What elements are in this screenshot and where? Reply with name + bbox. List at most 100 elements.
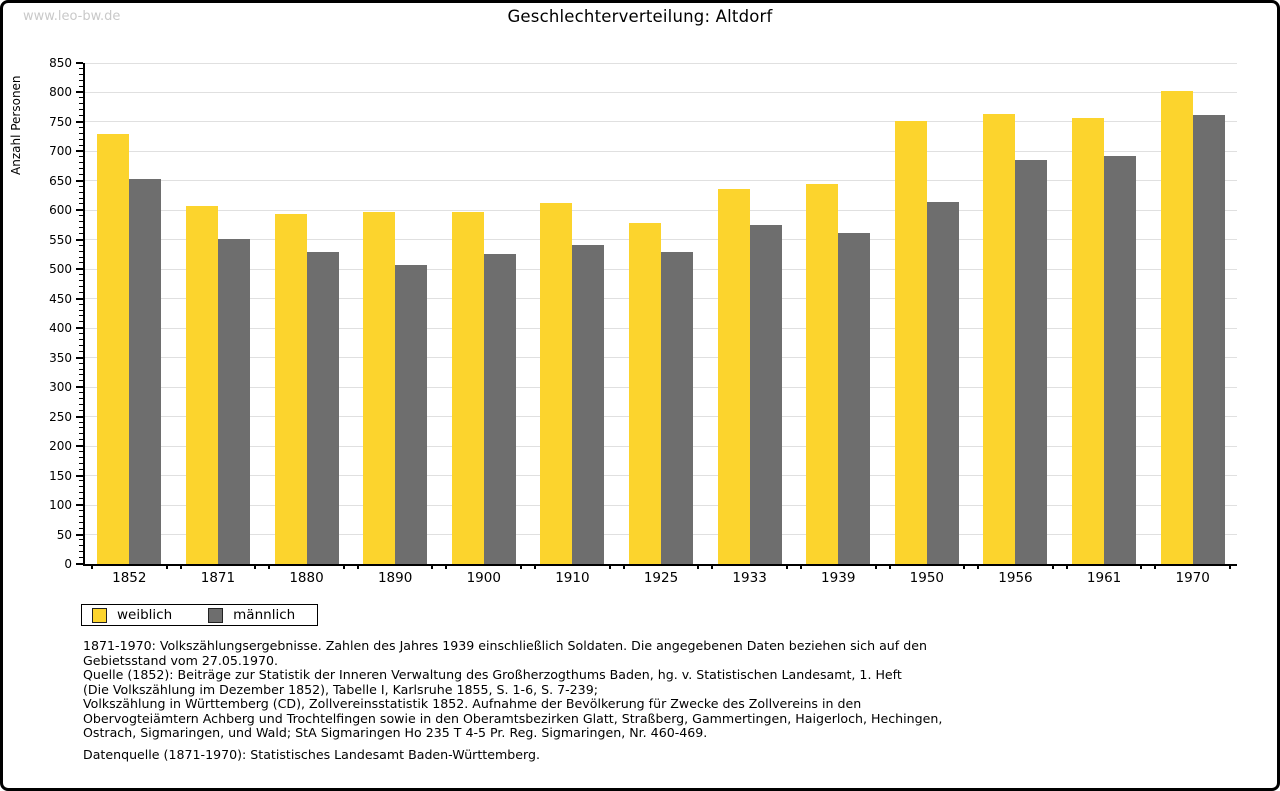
y-axis-minor-tick: [79, 374, 83, 376]
bar-weiblich-1910: [540, 203, 573, 564]
legend-box: weiblich männlich: [81, 604, 319, 626]
y-axis-major-tick: [76, 327, 83, 330]
gridline: [85, 91, 1237, 93]
y-axis-minor-tick: [79, 256, 83, 258]
x-axis-tick: [711, 564, 714, 569]
x-axis-category-label: 1956: [998, 570, 1033, 586]
bar-männlich-1910: [572, 244, 605, 564]
x-axis-category-label: 1852: [112, 570, 147, 586]
y-axis-major-tick: [76, 445, 83, 448]
y-axis-minor-tick: [79, 215, 83, 217]
bar-weiblich-1961: [1072, 117, 1105, 564]
y-axis-tick-label: 200: [49, 439, 72, 454]
legend-label-weiblich: weiblich: [117, 607, 173, 623]
y-axis-minor-tick: [79, 138, 83, 140]
source-note-line: Volkszählung in Württemberg (CD), Zollve…: [83, 696, 862, 711]
bar-weiblich-1880: [274, 213, 307, 564]
x-axis-tick: [179, 564, 182, 569]
y-axis-minor-tick: [79, 185, 83, 187]
x-axis-tick: [1140, 564, 1143, 569]
bar-männlich-1961: [1104, 156, 1137, 564]
x-axis-tick: [622, 564, 625, 569]
y-axis-minor-tick: [79, 227, 83, 229]
source-notes: 1871-1970: Volkszählungsergebnisse. Zahl…: [83, 638, 943, 741]
y-axis-minor-tick: [79, 156, 83, 158]
y-axis-minor-tick: [79, 368, 83, 370]
x-axis-category-label: 1961: [1086, 570, 1122, 586]
bar-männlich-1956: [1015, 160, 1048, 564]
gridline: [85, 239, 1237, 241]
y-axis-tick-label: 600: [49, 203, 72, 218]
x-axis-category-label: 1900: [466, 570, 501, 586]
bar-weiblich-1950: [894, 120, 927, 564]
y-axis-minor-tick: [79, 362, 83, 364]
y-axis-tick-label: 50: [56, 527, 72, 542]
source-note-line: Obervogteiämtern Achberg und Trochtelfin…: [83, 710, 943, 726]
y-axis-minor-tick: [79, 303, 83, 305]
y-axis-tick-label: 500: [49, 262, 72, 277]
bar-weiblich-1925: [629, 223, 661, 564]
x-axis-tick: [342, 564, 345, 569]
y-axis-tick-label: 450: [49, 291, 72, 306]
y-axis-minor-tick: [79, 73, 83, 75]
x-axis-tick: [799, 564, 802, 569]
y-axis-tick-label: 150: [49, 468, 72, 483]
x-axis-category-label: 1950: [909, 570, 945, 586]
x-axis-category-label: 1871: [200, 570, 236, 586]
x-axis-tick: [91, 564, 93, 569]
legend-item-maennlich: männlich: [208, 607, 295, 623]
y-axis-minor-tick: [79, 291, 83, 293]
y-axis-minor-tick: [79, 350, 83, 352]
y-axis-tick-label: 100: [49, 498, 72, 513]
x-axis-category-label: 1910: [555, 570, 590, 586]
y-axis-major-tick: [76, 415, 83, 418]
bar-weiblich-1900: [451, 211, 484, 564]
y-axis-minor-tick: [79, 551, 83, 553]
y-axis-minor-tick: [79, 250, 83, 252]
y-axis-tick-label: 550: [49, 232, 72, 247]
x-axis-tick: [888, 564, 891, 569]
weiblich-color-swatch: [92, 607, 107, 623]
y-axis-major-tick: [76, 563, 83, 565]
y-axis-label: Anzahl Personen: [9, 75, 23, 175]
bar-männlich-1900: [483, 253, 516, 564]
y-axis-minor-tick: [79, 174, 83, 175]
y-axis-tick-label: 300: [49, 380, 72, 395]
y-axis-minor-tick: [79, 97, 83, 99]
y-axis-tick-label: 250: [49, 409, 72, 424]
x-axis-category-label: 1933: [732, 570, 767, 586]
y-axis-minor-tick: [79, 456, 83, 458]
bar-weiblich-1933: [717, 188, 750, 564]
legend-label-maennlich: männlich: [233, 607, 296, 623]
y-axis-minor-tick: [79, 421, 83, 423]
legend-item-weiblich: weiblich: [92, 607, 172, 623]
datasource-note: Datenquelle (1871-1970): Statistisches L…: [83, 747, 540, 762]
y-axis-minor-tick: [79, 274, 83, 276]
y-axis-minor-tick: [79, 339, 83, 341]
source-note-line: Quelle (1852): Beiträge zur Statistik de…: [83, 667, 902, 682]
x-axis-tick: [1154, 564, 1157, 569]
x-axis-category-label: 1939: [821, 570, 856, 586]
y-axis-minor-tick: [79, 309, 83, 311]
x-axis-tick: [1229, 564, 1231, 569]
bar-männlich-1939: [838, 233, 871, 564]
y-axis-minor-tick: [79, 321, 83, 323]
y-axis-major-tick: [76, 297, 83, 300]
plot-area: 0 50 100 150 200 250 300 350 400 450 500 550 600 650 7…: [49, 57, 1237, 586]
y-axis-minor-tick: [79, 527, 83, 529]
x-axis-tick: [254, 564, 257, 569]
y-axis-minor-tick: [79, 486, 83, 488]
y-axis-minor-tick: [79, 380, 83, 382]
y-axis-tick-label: 800: [49, 85, 72, 100]
y-axis-minor-tick: [79, 285, 83, 287]
bar-weiblich-1852: [97, 133, 130, 564]
source-note-line: (Die Volkszählung im Dezember 1852), Tab…: [83, 681, 598, 697]
bar-weiblich-1871: [185, 206, 218, 564]
y-axis-minor-tick: [79, 168, 83, 170]
y-axis-minor-tick: [79, 451, 83, 453]
x-axis-tick: [977, 564, 980, 569]
bar-weiblich-1890: [363, 211, 396, 564]
gridline: [85, 121, 1237, 123]
bar-männlich-1852: [129, 178, 162, 564]
bar-männlich-1925: [661, 251, 693, 564]
